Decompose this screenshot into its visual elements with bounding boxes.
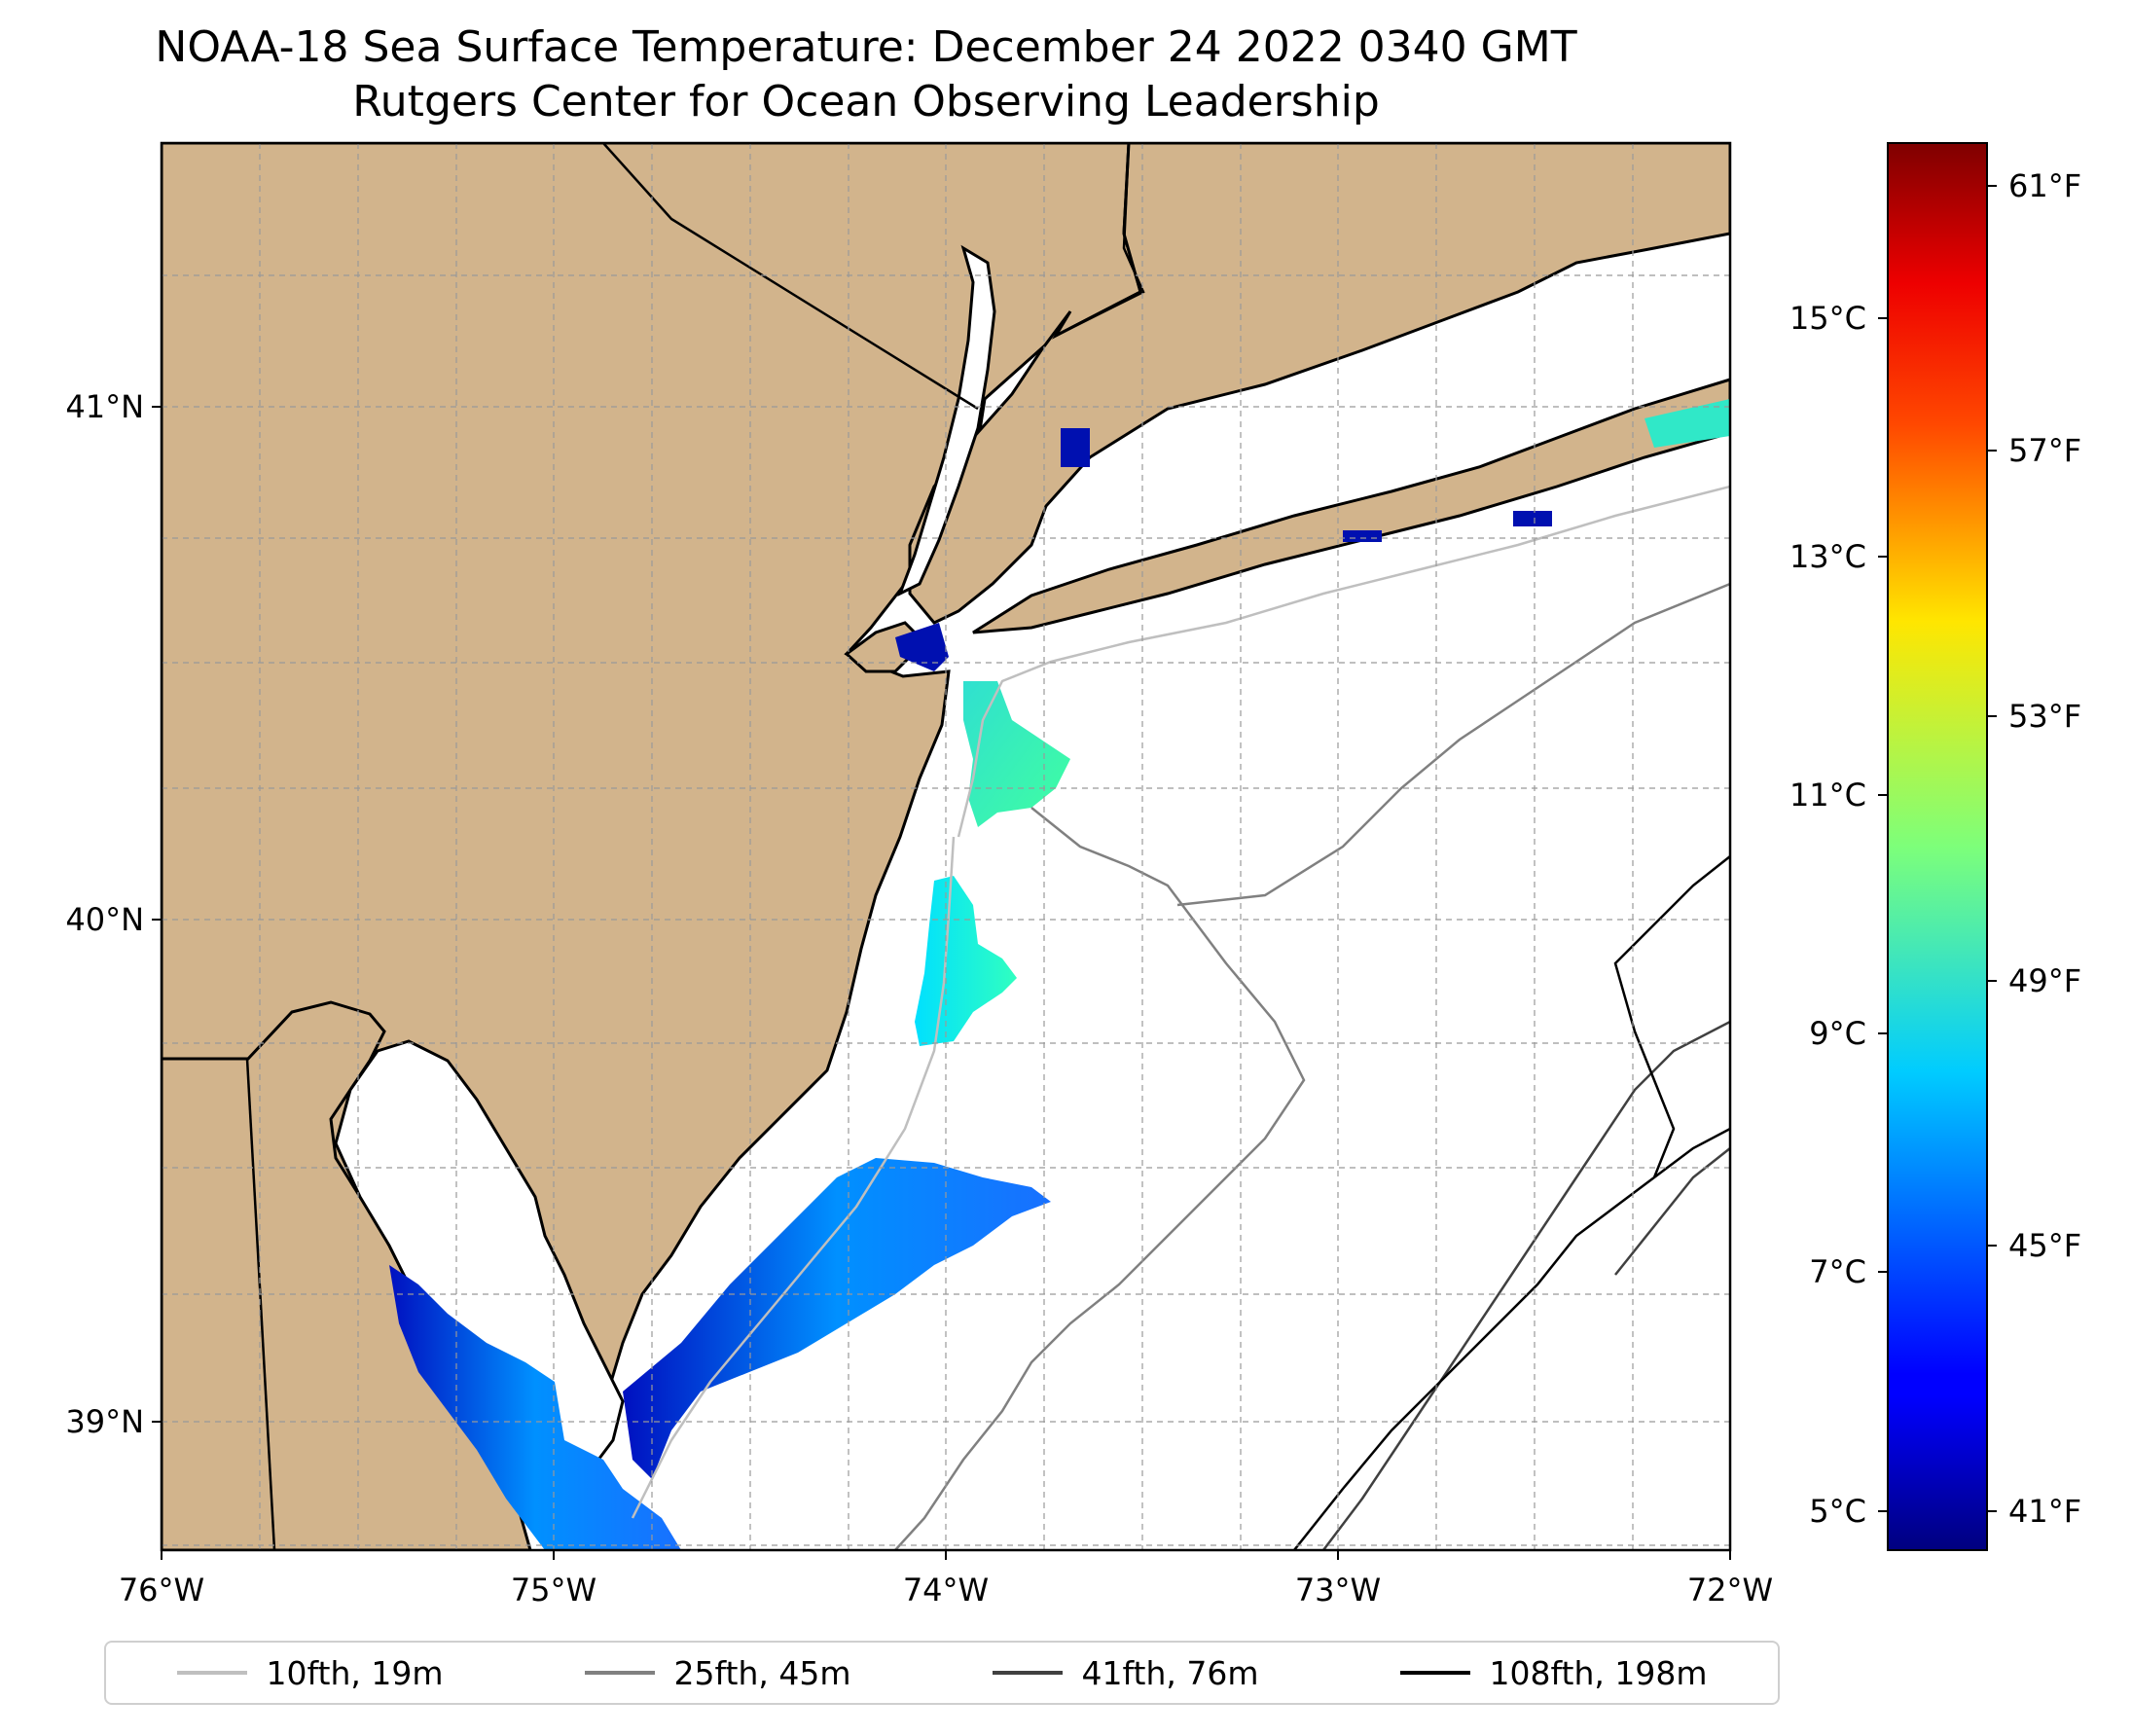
sst-patch-ny-bight [895,623,949,671]
x-tick-label: 73°W [1295,1572,1381,1609]
colorbar-fahrenheit-label: 49°F [2008,962,2081,999]
colorbar-celsius-label: 5°C [1809,1493,1866,1530]
legend-item-25fth: 25fth, 45m [584,1653,851,1692]
colorbar-gradient [1887,142,1988,1551]
legend-line-icon [584,1671,655,1675]
legend-line-icon [176,1671,247,1675]
legend-item-10fth: 10fth, 19m [176,1653,444,1692]
x-tick-label: 72°W [1687,1572,1773,1609]
contour-legend: 10fth, 19m 25fth, 45m 41fth, 76m 108fth,… [104,1641,1780,1705]
sst-patch-sound-3 [1513,511,1552,526]
axis-ticks [152,406,1731,1560]
legend-item-108fth: 108fth, 198m [1399,1653,1708,1692]
land-long-island [972,378,1730,634]
y-tick-label: 41°N [65,388,144,425]
map-area [162,143,1730,1550]
legend-line-icon [1399,1671,1470,1675]
colorbar-celsius-label: 15°C [1789,300,1866,337]
border-ny-nj [602,143,979,411]
y-tick-label: 39°N [65,1403,144,1440]
sst-patch-long-island [1644,399,1730,448]
land-new-england [908,143,1730,625]
chart-subtitle: Rutgers Center for Ocean Observing Leade… [352,77,1380,127]
sst-patch-delaware-bay [389,1265,681,1550]
legend-label: 108fth, 198m [1489,1653,1708,1692]
border-de-md [245,1058,276,1550]
chart-title: NOAA-18 Sea Surface Temperature: Decembe… [155,22,1577,72]
colorbar-celsius-label: 11°C [1789,777,1866,814]
colorbar-celsius-label: 9°C [1809,1015,1866,1052]
colorbar-fahrenheit-label: 57°F [2008,432,2081,469]
legend-label: 25fth, 45m [673,1653,851,1692]
x-tick-label: 76°W [119,1572,204,1609]
sst-patch-sound-2 [1343,530,1382,542]
legend-line-icon [992,1671,1063,1675]
contour-41fth [1322,1020,1730,1550]
sst-patch-cape-may [623,1158,1051,1479]
colorbar-celsius-label: 13°C [1789,538,1866,575]
contour-108fth [1293,855,1730,1550]
legend-label: 10fth, 19m [266,1653,444,1692]
legend-label: 41fth, 76m [1081,1653,1259,1692]
gridlines [162,143,1730,1550]
colorbar-fahrenheit-label: 41°F [2008,1493,2081,1530]
colorbar-fahrenheit-label: 45°F [2008,1227,2081,1264]
colorbar-fahrenheit-label: 61°F [2008,167,2081,204]
border-ct-ny [1055,143,1145,338]
colorbar: 15°C 13°C 11°C 9°C 7°C 5°C 61°F 57°F 53°… [1789,142,2081,1551]
colorbar-celsius-label: 7°C [1809,1253,1866,1290]
colorbar-fahrenheit-label: 53°F [2008,698,2081,735]
legend-item-41fth: 41fth, 76m [992,1653,1259,1692]
y-tick-label: 40°N [65,901,144,938]
x-tick-label: 75°W [511,1572,596,1609]
sst-patch-sound-1 [1061,428,1090,467]
hudson-river [897,244,996,597]
x-tick-label: 74°W [903,1572,989,1609]
